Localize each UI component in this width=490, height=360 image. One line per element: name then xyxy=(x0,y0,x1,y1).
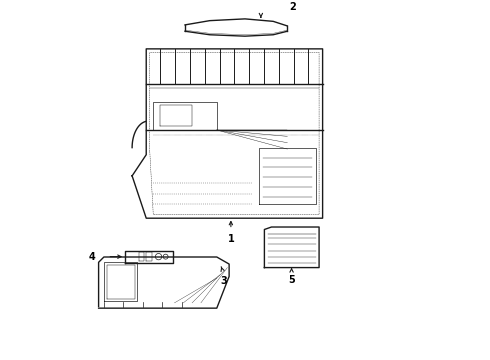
Text: 1: 1 xyxy=(227,234,234,244)
Text: 4: 4 xyxy=(88,252,95,262)
Text: 3: 3 xyxy=(220,276,227,285)
Text: 2: 2 xyxy=(289,2,296,12)
Text: 5: 5 xyxy=(288,275,295,285)
